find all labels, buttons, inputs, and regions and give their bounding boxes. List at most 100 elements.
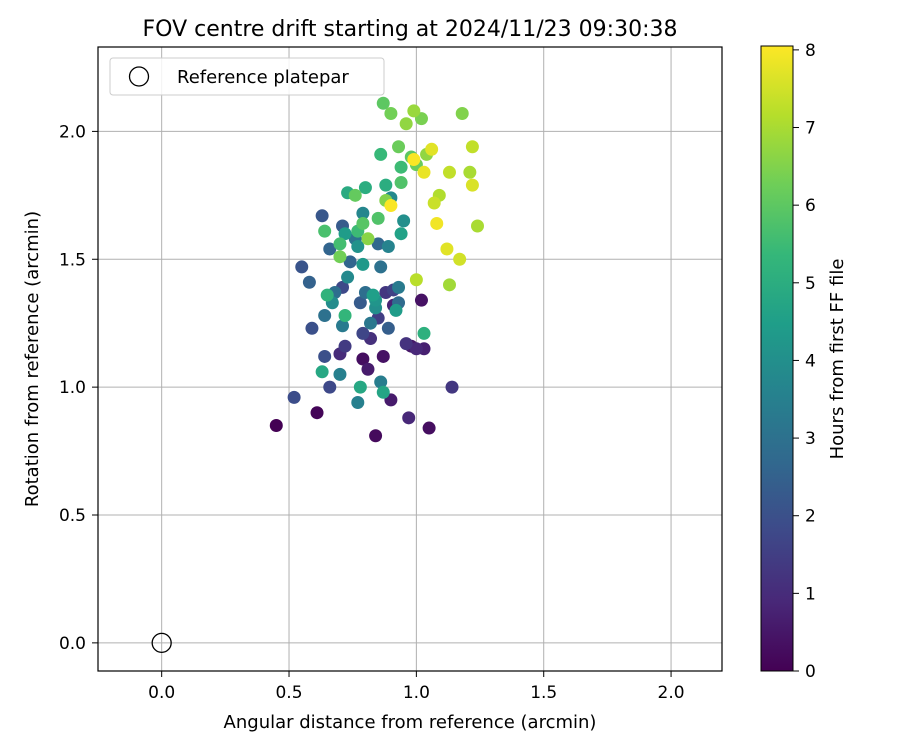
data-point-33 [302,275,316,289]
data-point-93 [407,104,421,118]
data-point-25 [287,390,301,404]
data-point-74 [394,160,408,174]
data-point-90 [361,232,375,246]
data-point-22 [356,326,370,340]
y-tick-label-2: 1.0 [59,378,86,398]
x-tick-label-0: 0.0 [148,683,175,703]
data-point-16 [399,337,413,351]
data-point-3 [422,421,436,435]
data-point-79 [356,216,370,230]
data-points [269,96,484,443]
data-point-98 [409,273,423,287]
data-point-5 [376,349,390,363]
plot-frame [97,46,723,672]
x-tick-label-4: 2.0 [658,683,685,703]
colorbar-tick-label-6: 6 [805,196,816,216]
data-point-95 [463,165,477,179]
x-tick-label-1: 0.5 [275,683,302,703]
data-point-71 [338,309,352,323]
data-point-49 [381,239,395,253]
data-point-28 [295,260,309,274]
colorbar-tick-label-8: 8 [805,41,816,61]
data-point-26 [318,349,332,363]
data-point-59 [389,303,403,317]
data-point-108 [407,153,421,167]
data-point-2 [369,429,383,443]
data-point-45 [336,319,350,333]
data-point-0 [269,418,283,432]
data-point-72 [374,147,388,161]
data-point-31 [353,296,367,310]
y-tick-label-0: 0.0 [59,634,86,654]
data-point-89 [455,106,469,120]
data-point-63 [376,385,390,399]
data-point-36 [371,237,385,251]
data-point-40 [318,309,332,323]
data-point-68 [358,181,372,195]
data-point-12 [402,411,416,425]
data-point-105 [440,242,454,256]
data-point-13 [409,342,423,356]
data-point-65 [315,365,329,379]
data-point-27 [305,321,319,335]
reference-platepar-point [151,632,172,654]
data-point-100 [465,140,479,154]
data-point-82 [348,188,362,202]
data-point-62 [394,227,408,241]
data-point-81 [376,96,390,110]
x-tick-label-3: 1.5 [530,683,557,703]
data-point-102 [453,252,467,266]
colorbar-ticks: 0 1 2 3 4 5 6 7 8 [793,41,816,682]
data-point-60 [338,227,352,241]
data-point-85 [384,106,398,120]
data-point-44 [392,280,406,294]
data-point-99 [442,165,456,179]
legend-entry-reference: Reference platepar [177,67,349,88]
data-point-18 [445,380,459,394]
data-point-9 [361,362,375,376]
data-point-35 [343,255,357,269]
data-point-19 [338,339,352,353]
data-point-76 [318,224,332,238]
data-point-43 [364,316,378,330]
data-point-77 [371,211,385,225]
data-point-46 [374,375,388,389]
data-point-6 [414,293,428,307]
data-point-58 [356,257,370,271]
data-point-67 [379,178,393,192]
colorbar-tick-label-5: 5 [805,274,816,294]
colorbar-tick-label-3: 3 [805,429,816,449]
data-point-61 [366,288,380,302]
data-point-41 [374,260,388,274]
colorbar-tick-label-2: 2 [805,507,816,527]
data-point-23 [323,380,337,394]
data-point-75 [333,237,347,251]
x-axis-ticks: 0.0 0.5 1.0 1.5 2.0 [148,671,685,703]
data-point-78 [394,176,408,190]
colorbar-tick-label-0: 0 [805,662,816,682]
y-axis-label: Rotation from reference (arcmin) [22,211,43,507]
data-point-1 [310,406,324,420]
data-point-92 [399,117,413,131]
data-point-94 [442,278,456,292]
data-point-34 [323,242,337,256]
y-tick-label-4: 2.0 [59,122,86,142]
data-point-103 [465,178,479,192]
colorbar-tick-label-7: 7 [805,119,816,139]
reference-marker [151,632,172,654]
data-point-4 [356,352,370,366]
colorbar-gradient [760,45,794,672]
y-tick-label-1: 0.5 [59,506,86,526]
data-point-64 [353,380,367,394]
data-point-83 [392,140,406,154]
data-point-104 [425,142,439,156]
data-point-29 [315,209,329,223]
data-point-51 [341,270,355,284]
legend: Reference platepar [109,57,385,96]
data-point-69 [417,326,431,340]
legend-box [109,57,385,96]
data-point-48 [333,367,347,381]
x-axis-label: Angular distance from reference (arcmin) [224,712,597,733]
grid-lines [98,47,722,671]
